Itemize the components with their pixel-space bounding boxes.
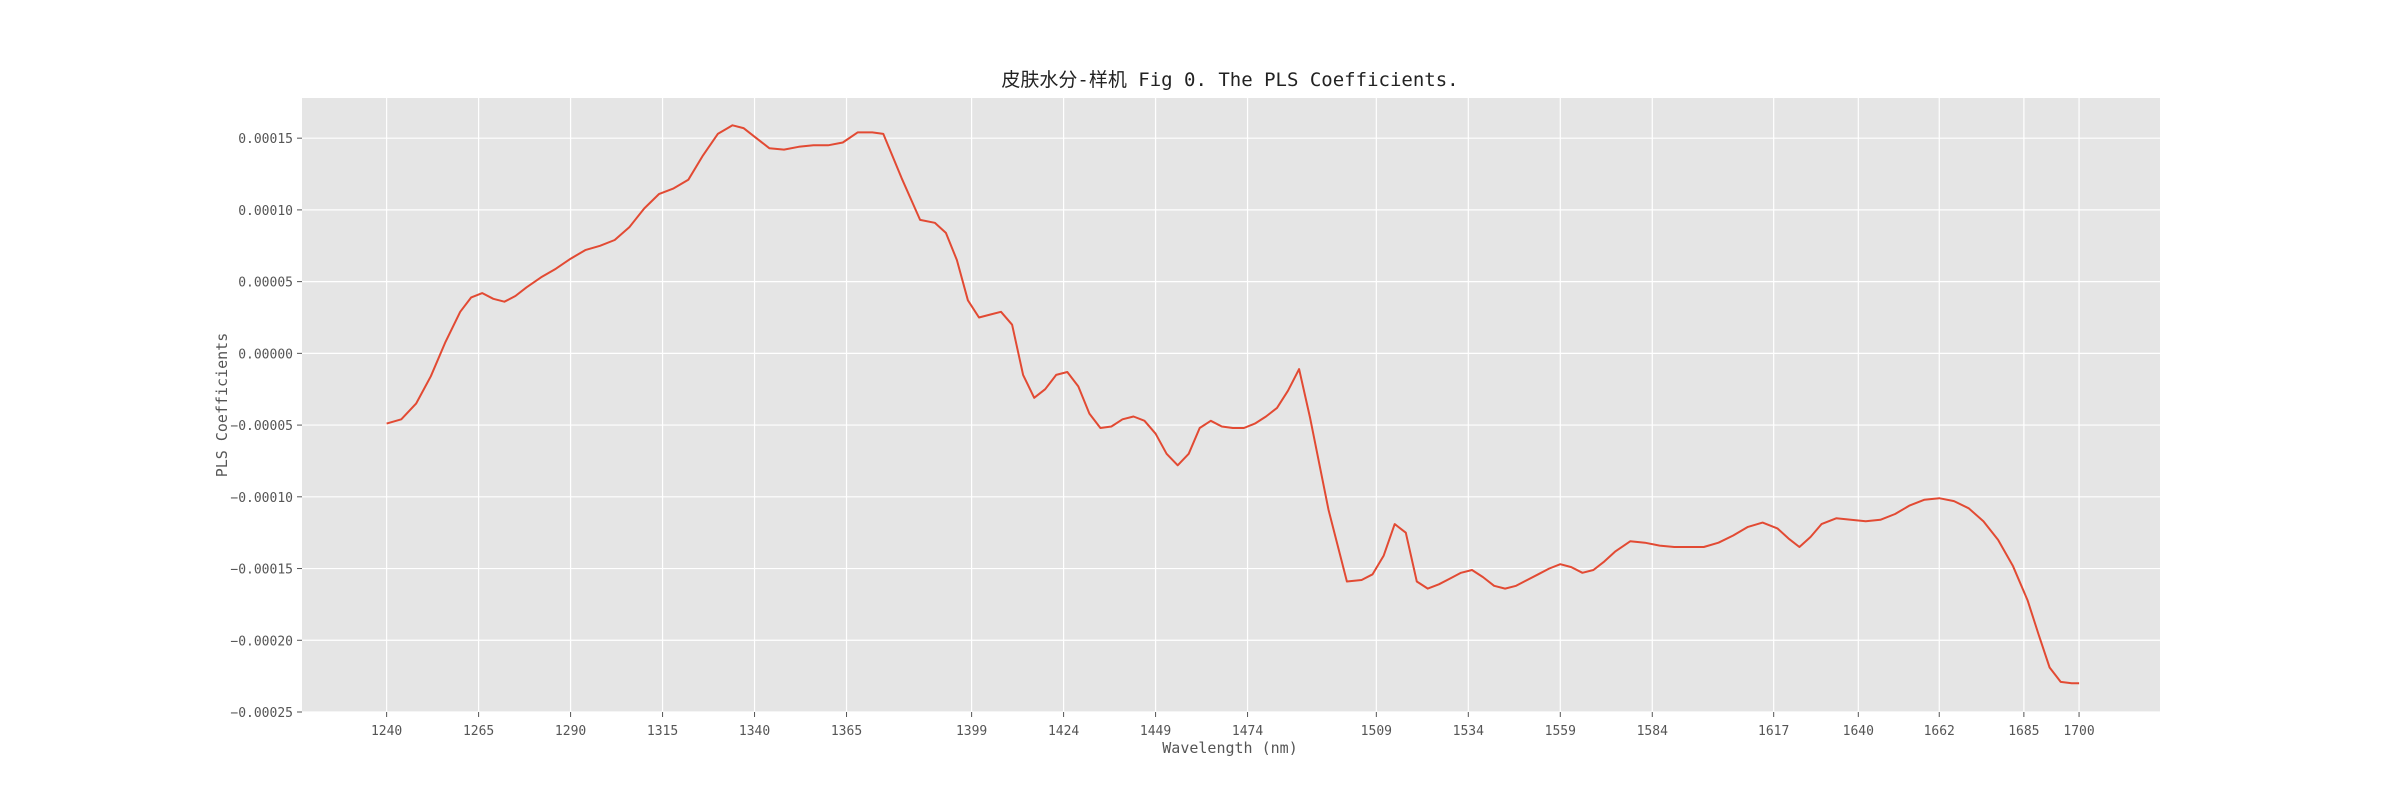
y-axis-label: PLS Coefficients <box>213 333 231 478</box>
x-axis-ticks: 1240 1265 1290 1315 1340 1365 1399 1424 1449 1474… <box>371 712 2095 739</box>
x-axis-label: Wavelength (nm) <box>1162 739 1297 757</box>
x-tick-label: 1685 <box>2008 724 2039 739</box>
x-tick-label: 1534 <box>1453 724 1484 739</box>
y-tick-label: 0.00000 <box>238 347 293 362</box>
series-line <box>386 124 2080 685</box>
x-tick-label: 1315 <box>647 724 678 739</box>
y-tick-label: −0.00020 <box>230 634 293 649</box>
x-tick-label: 1399 <box>956 724 987 739</box>
y-tick-label: 0.00005 <box>238 276 293 291</box>
x-tick-label: 1662 <box>1924 724 1955 739</box>
x-tick-label: 1559 <box>1545 724 1576 739</box>
x-tick-label: 1509 <box>1361 724 1392 739</box>
x-tick-label: 1424 <box>1048 724 1079 739</box>
grid-lines <box>302 98 2160 713</box>
y-tick-label: −0.00025 <box>230 706 293 721</box>
x-tick-label: 1365 <box>831 724 862 739</box>
y-tick-label: −0.00015 <box>230 563 293 578</box>
x-tick-label: 1340 <box>739 724 770 739</box>
y-tick-label: 0.00010 <box>238 204 293 219</box>
x-tick-label: 1617 <box>1758 724 1789 739</box>
y-tick-label: −0.00010 <box>230 491 293 506</box>
x-tick-label: 1640 <box>1843 724 1874 739</box>
y-tick-label: −0.00005 <box>230 419 293 434</box>
plot-area <box>302 98 2160 712</box>
y-axis-ticks: −0.00025 −0.00020 −0.00015 −0.00010 −0.00005… <box>230 132 302 721</box>
x-tick-label: 1700 <box>2063 724 2094 739</box>
x-tick-label: 1584 <box>1637 724 1668 739</box>
x-tick-label: 1265 <box>463 724 494 739</box>
x-tick-label: 1474 <box>1232 724 1263 739</box>
chart-title: 皮肤水分-样机 Fig 0. The PLS Coefficients. <box>1001 69 1458 91</box>
x-tick-label: 1240 <box>371 724 402 739</box>
y-tick-label: 0.00015 <box>238 132 293 147</box>
x-tick-label: 1449 <box>1140 724 1171 739</box>
x-tick-label: 1290 <box>555 724 586 739</box>
